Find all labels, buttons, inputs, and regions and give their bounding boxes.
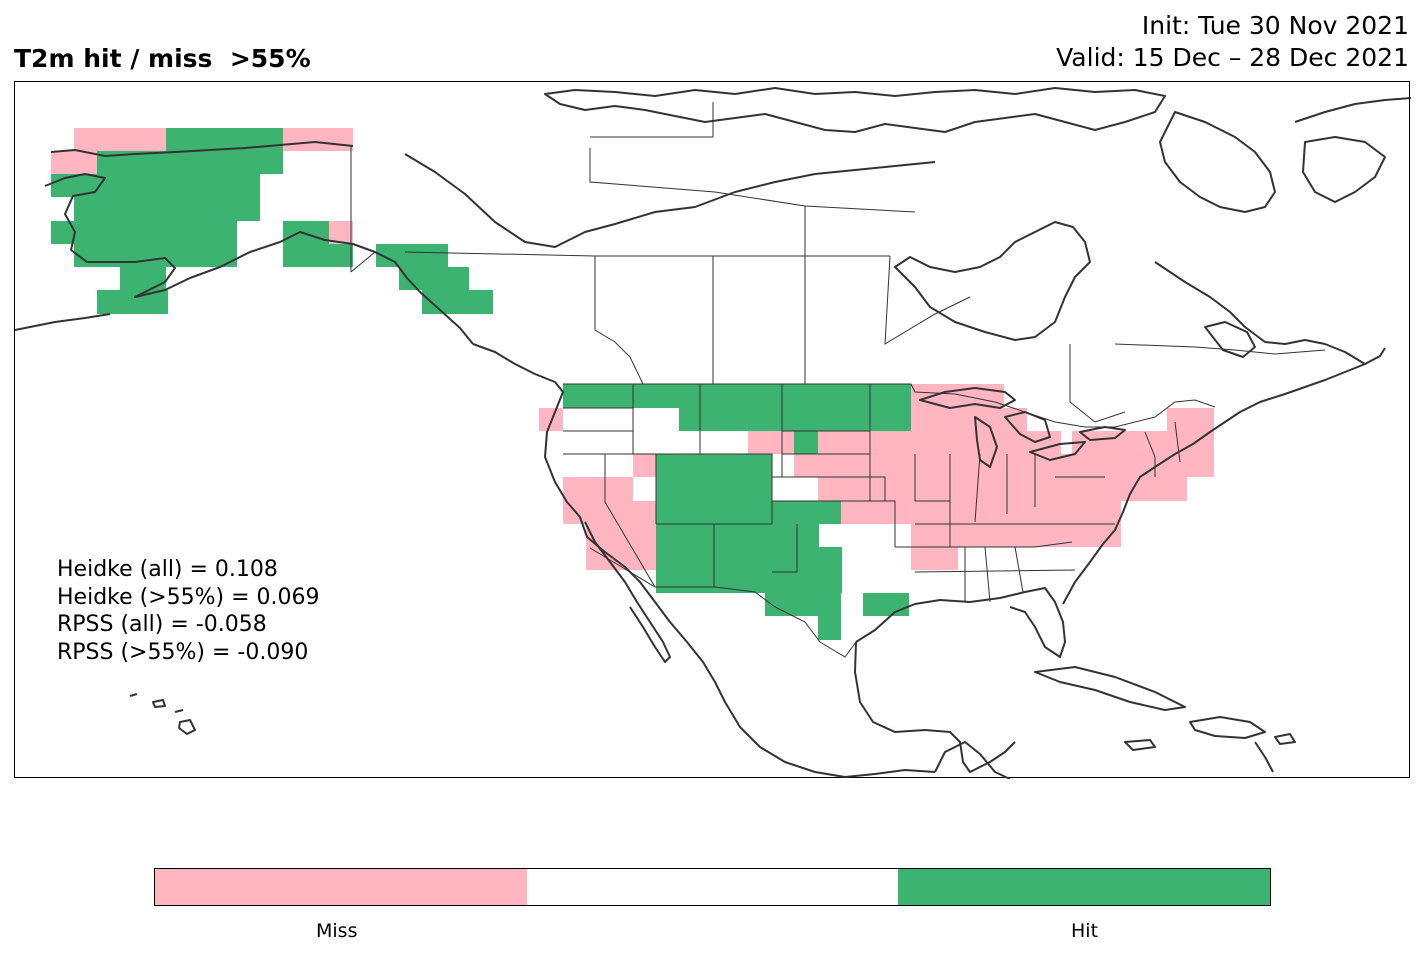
miss-cell [818, 477, 1187, 501]
hit-cell [765, 593, 841, 616]
hit-cell [376, 244, 448, 267]
hit-cell [656, 547, 842, 570]
miss-cell [748, 431, 794, 454]
hit-cell [563, 384, 911, 408]
hit-cell [794, 431, 818, 454]
hit-cell [656, 501, 849, 524]
rpss-all: RPSS (all) = -0.058 [57, 612, 267, 637]
miss-cell [51, 151, 97, 174]
colorbar-neutral-segment [526, 869, 899, 905]
init-date: Init: Tue 30 Nov 2021 [1141, 11, 1409, 40]
miss-cell [841, 501, 1121, 524]
date-info: Init: Tue 30 Nov 2021 Valid: 15 Dec – 28… [1056, 10, 1409, 74]
hit-cell [818, 616, 841, 640]
hit-cell [166, 128, 283, 151]
hit-cell [656, 524, 819, 547]
miss-cell [818, 431, 1061, 454]
hit-cell [74, 244, 237, 267]
hit-cell [97, 290, 168, 314]
hit-cell [51, 221, 237, 244]
hit-cell [679, 408, 911, 431]
hit-cell [283, 221, 329, 244]
hit-cell [656, 570, 842, 593]
miss-cell [794, 454, 1214, 477]
hit-cell [97, 151, 283, 174]
borders [350, 102, 1326, 658]
miss-cell [586, 524, 656, 547]
hit-cell [863, 593, 909, 616]
miss-cell [283, 128, 353, 151]
miss-cell [911, 524, 1121, 547]
miss-cell [563, 501, 656, 524]
miss-cell [1167, 408, 1214, 431]
miss-cell [911, 384, 1004, 408]
miss-cell [563, 477, 633, 501]
miss-cell [329, 221, 353, 244]
colorbar [154, 868, 1271, 906]
hit-cell [422, 290, 493, 314]
miss-cell [1072, 524, 1121, 547]
hit-cell [74, 197, 260, 221]
map-canvas [15, 87, 1411, 779]
rpss-threshold: RPSS (>55%) = -0.090 [57, 639, 309, 665]
hit-cell [120, 267, 166, 290]
colorbar-miss-segment [155, 869, 527, 905]
hit-cell [656, 454, 772, 477]
colorbar-hit-label: Hit [1071, 920, 1099, 942]
miss-cell [911, 408, 1027, 431]
hit-cell [656, 477, 772, 501]
hit-cell [399, 267, 469, 290]
map-title: T2m hit / miss >55% [14, 44, 311, 73]
heidke-all: Heidke (all) = 0.108 [57, 557, 278, 582]
hit-miss-cells [51, 128, 1214, 640]
skill-scores: Heidke (all) = 0.108 Heidke (>55%) = 0.0… [57, 556, 320, 666]
colorbar-miss-label: Miss [316, 920, 358, 942]
hit-cell [283, 244, 353, 267]
miss-cell [911, 547, 958, 570]
coastlines [15, 87, 1411, 779]
heidke-threshold: Heidke (>55%) = 0.069 [57, 584, 320, 610]
valid-range: Valid: 15 Dec – 28 Dec 2021 [1056, 43, 1409, 72]
miss-cell [74, 128, 166, 151]
miss-cell [1072, 431, 1214, 454]
miss-cell [633, 454, 656, 477]
colorbar-hit-segment [898, 869, 1271, 905]
map-panel [14, 81, 1411, 779]
